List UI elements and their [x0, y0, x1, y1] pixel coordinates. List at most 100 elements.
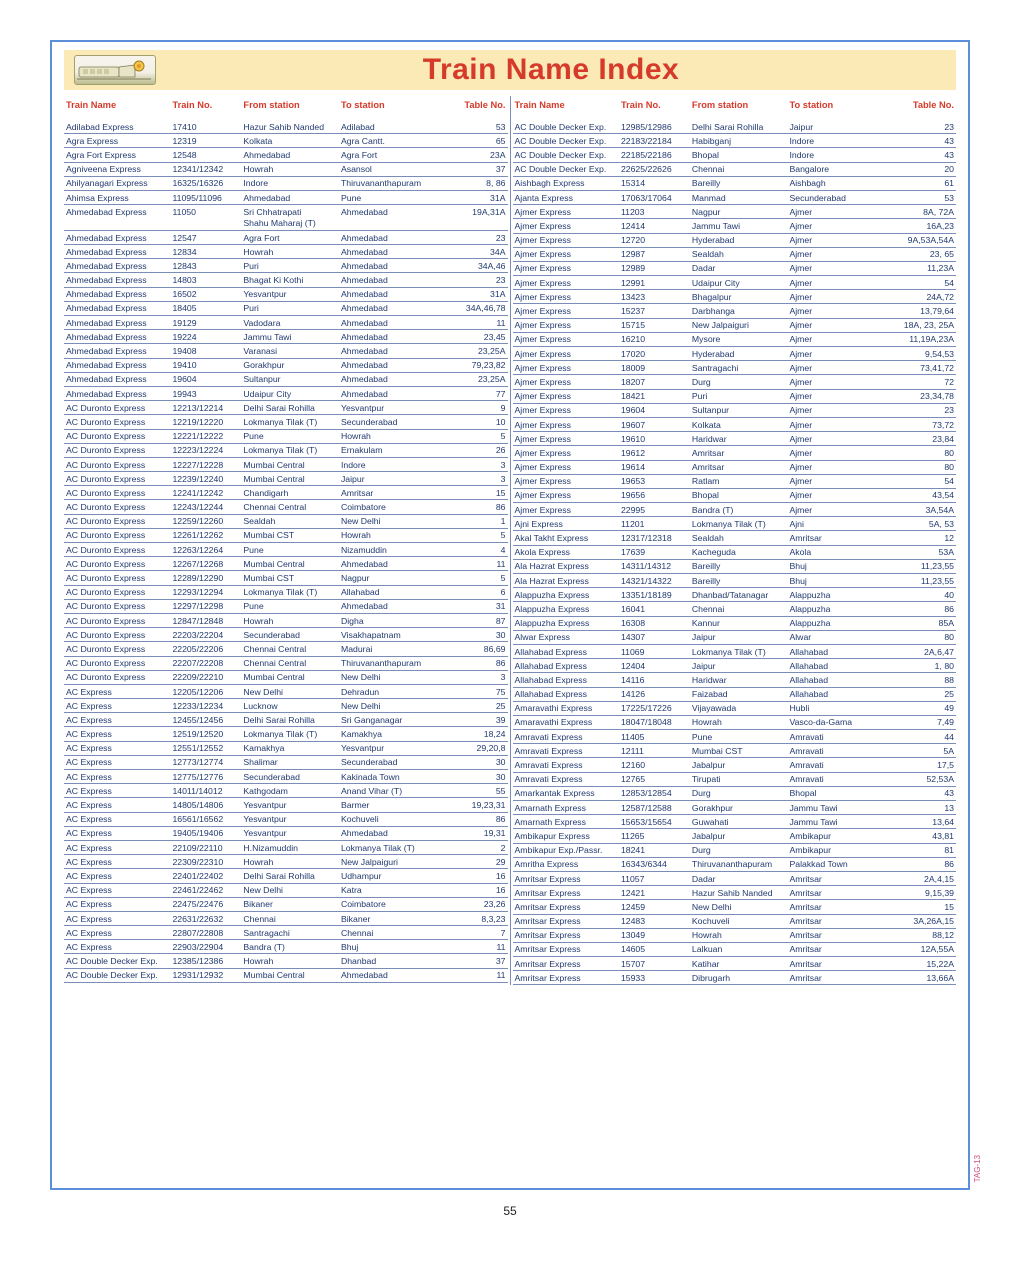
- table-row: Ajmer Express16210MysoreAjmer11,19A,23A: [513, 332, 957, 346]
- table-cell: Pune: [241, 429, 339, 443]
- table-cell: 12989: [619, 261, 690, 275]
- table-cell: 12773/12774: [170, 755, 241, 769]
- table-cell: 23,25A: [437, 372, 508, 386]
- table-row: Allahabad Express14116HaridwarAllahabad8…: [513, 673, 957, 687]
- table-cell: Lokmanya Tilak (T): [241, 415, 339, 429]
- table-cell: Ajmer Express: [513, 503, 619, 517]
- table-cell: 13: [885, 801, 956, 815]
- table-cell: Vijayawada: [690, 701, 788, 715]
- table-row: Ahmedabad Express19410GorakhpurAhmedabad…: [64, 358, 508, 372]
- col-header: To station: [787, 96, 885, 120]
- table-cell: Ahmedabad: [339, 968, 437, 982]
- table-cell: Bhagat Ki Kothi: [241, 273, 339, 287]
- table-row: Ajmer Express12720HyderabadAjmer9A,53A,5…: [513, 233, 957, 247]
- table-cell: Aishbagh Express: [513, 176, 619, 190]
- table-cell: 12221/12222: [170, 429, 241, 443]
- table-cell: 12843: [170, 259, 241, 273]
- table-cell: 22461/22462: [170, 883, 241, 897]
- table-cell: Thiruvananthapuram: [339, 176, 437, 190]
- table-cell: Amritsar Express: [513, 971, 619, 985]
- table-cell: AC Express: [64, 699, 170, 713]
- table-cell: 22475/22476: [170, 897, 241, 911]
- table-cell: Madurai: [339, 642, 437, 656]
- table-cell: 85A: [885, 616, 956, 630]
- table-cell: 12720: [619, 233, 690, 247]
- table-cell: Howrah: [241, 162, 339, 176]
- table-cell: 16325/16326: [170, 176, 241, 190]
- table-cell: Shalimar: [241, 755, 339, 769]
- table-row: Ajmer Express22995Bandra (T)Ajmer3A,54A: [513, 503, 957, 517]
- table-row: Amritsar Express15933DibrugarhAmritsar13…: [513, 971, 957, 985]
- table-row: AC Express16561/16562YesvantpurKochuveli…: [64, 812, 508, 826]
- table-cell: Ahmedabad: [339, 301, 437, 315]
- table-cell: Agra Fort: [339, 148, 437, 162]
- table-cell: Gorakhpur: [690, 801, 788, 815]
- table-cell: AC Duronto Express: [64, 415, 170, 429]
- table-cell: 15: [885, 900, 956, 914]
- table-cell: 16308: [619, 616, 690, 630]
- table-row: Amaravathi Express17225/17226VijayawadaH…: [513, 701, 957, 715]
- table-cell: Pune: [241, 599, 339, 613]
- table-cell: 12243/12244: [170, 500, 241, 514]
- table-cell: 2: [437, 840, 508, 854]
- table-cell: 12160: [619, 758, 690, 772]
- table-cell: 11: [437, 940, 508, 954]
- table-cell: Howrah: [690, 928, 788, 942]
- table-row: AC Duronto Express22207/22208Chennai Cen…: [64, 656, 508, 670]
- table-cell: Akal Takht Express: [513, 531, 619, 545]
- table-cell: Amritsar Express: [513, 871, 619, 885]
- table-cell: Agra Fort Express: [64, 148, 170, 162]
- table-cell: 43: [885, 148, 956, 162]
- table-cell: Ajmer: [787, 432, 885, 446]
- table-cell: 30: [437, 628, 508, 642]
- table-cell: Lokmanya Tilak (T): [690, 644, 788, 658]
- table-cell: Chennai: [339, 926, 437, 940]
- table-cell: Ajmer Express: [513, 276, 619, 290]
- table-cell: 17639: [619, 545, 690, 559]
- table-cell: 18009: [619, 361, 690, 375]
- table-cell: Howrah: [241, 245, 339, 259]
- table-cell: New Delhi: [339, 699, 437, 713]
- table-cell: 19,31: [437, 826, 508, 840]
- table-cell: 5A: [885, 744, 956, 758]
- table-cell: Yesvantpur: [339, 401, 437, 415]
- table-cell: Amritsar: [787, 971, 885, 985]
- side-tag: TAG-13: [973, 1155, 982, 1182]
- table-cell: 12987: [619, 247, 690, 261]
- table-row: Ajmer Express12414Jammu TawiAjmer16A,23: [513, 219, 957, 233]
- table-cell: 52,53A: [885, 772, 956, 786]
- table-cell: Amravati Express: [513, 730, 619, 744]
- table-cell: 7,49: [885, 715, 956, 729]
- table-cell: 12385/12386: [170, 954, 241, 968]
- table-cell: Ajmer Express: [513, 403, 619, 417]
- table-cell: Ahmedabad Express: [64, 316, 170, 330]
- table-cell: 12341/12342: [170, 162, 241, 176]
- table-cell: 87: [437, 613, 508, 627]
- table-row: Ajmer Express18207DurgAjmer72: [513, 375, 957, 389]
- table-cell: Ajmer Express: [513, 233, 619, 247]
- table-cell: 19129: [170, 316, 241, 330]
- table-row: AC Express22309/22310HowrahNew Jalpaigur…: [64, 855, 508, 869]
- table-cell: 31: [437, 599, 508, 613]
- table-cell: 22309/22310: [170, 855, 241, 869]
- table-cell: 22807/22808: [170, 926, 241, 940]
- table-cell: 34A,46: [437, 259, 508, 273]
- table-cell: Coimbatore: [339, 500, 437, 514]
- table-row: AC Duronto Express12267/12268Mumbai Cent…: [64, 557, 508, 571]
- table-cell: Ahmedabad Express: [64, 230, 170, 244]
- table-row: Ajmer Express19604SultanpurAjmer23: [513, 403, 957, 417]
- table-cell: Ahmedabad Express: [64, 301, 170, 315]
- table-cell: 12205/12206: [170, 684, 241, 698]
- table-cell: Bhuj: [787, 574, 885, 588]
- table-cell: Amaravathi Express: [513, 715, 619, 729]
- table-cell: 12519/12520: [170, 727, 241, 741]
- table-cell: [339, 218, 437, 230]
- table-cell: Ahmedabad: [241, 190, 339, 204]
- table-cell: 12455/12456: [170, 713, 241, 727]
- table-cell: Puri: [241, 301, 339, 315]
- table-cell: 77: [437, 386, 508, 400]
- table-cell: Mumbai Central: [241, 557, 339, 571]
- col-header: Train No.: [170, 96, 241, 120]
- page-title: Train Name Index: [156, 53, 946, 87]
- table-cell: AC Duronto Express: [64, 500, 170, 514]
